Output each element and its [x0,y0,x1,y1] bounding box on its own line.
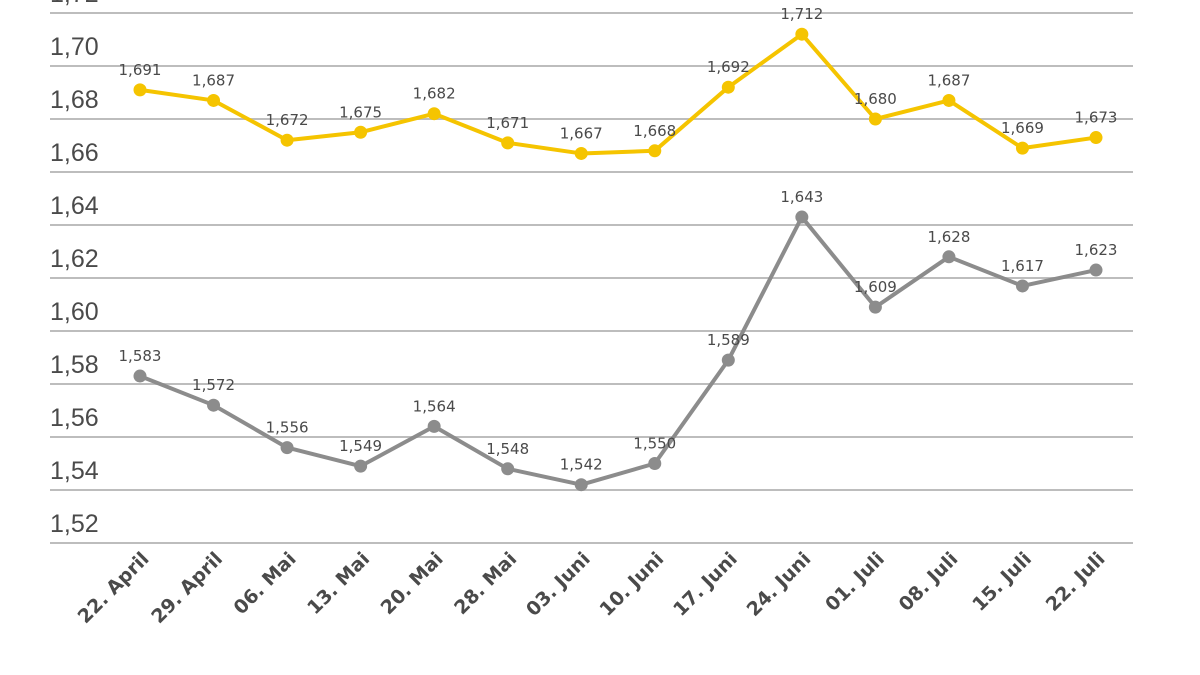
data-label: 1,687 [192,71,235,89]
data-label: 1,572 [192,376,235,394]
x-tick-label: 20. Mai [377,548,448,619]
data-label: 1,673 [1075,109,1118,127]
x-tick-label: 15. Juli [968,548,1036,616]
data-label: 1,692 [707,58,750,76]
y-tick-label: 1,54 [50,457,99,485]
data-point [354,125,368,139]
data-label: 1,542 [560,456,603,474]
data-point [648,457,662,470]
data-label: 1,556 [266,419,309,437]
series-line-0 [139,32,1097,156]
data-label: 1,671 [486,114,529,132]
x-tick-label: 29. April [147,548,227,628]
data-label: 1,589 [707,331,750,349]
data-label: 1,583 [119,347,162,365]
x-tick-label: 08. Juli [895,548,963,616]
data-point [280,133,294,147]
x-tick-label: 24. Juni [743,548,816,621]
data-label: 1,712 [780,5,823,23]
x-tick-label: 01. Juli [821,548,889,616]
data-point [427,419,441,433]
data-label: 1,617 [1001,257,1044,275]
data-label: 1,609 [854,278,897,296]
data-point [721,80,735,94]
data-point [1015,141,1029,155]
y-tick-label: 1,66 [50,139,99,167]
data-point [501,462,515,476]
data-label: 1,691 [119,61,162,79]
x-tick-label: 22. Juli [1042,548,1110,616]
data-point [1015,279,1029,293]
y-tick-label: 1,72 [50,0,99,8]
data-point [942,93,956,107]
y-tick-label: 1,52 [50,510,99,538]
data-point [207,398,221,412]
x-tick-label: 22. April [74,548,154,628]
y-tick-label: 1,62 [50,245,99,273]
data-label: 1,623 [1075,241,1118,259]
data-point [868,112,882,126]
y-tick-label: 1,56 [50,404,99,432]
data-label: 1,672 [266,111,309,129]
data-label: 1,682 [413,85,456,103]
data-label: 1,564 [413,397,456,415]
data-label: 1,667 [560,124,603,142]
data-point [795,27,809,41]
data-label: 1,549 [339,437,382,455]
data-label: 1,550 [633,435,676,453]
data-label: 1,548 [486,440,529,458]
data-point [501,136,515,150]
data-label: 1,669 [1001,119,1044,137]
x-tick-label: 06. Mai [230,548,301,619]
data-point [574,478,588,492]
data-label: 1,687 [927,71,970,89]
x-tick-label: 13. Mai [303,548,374,619]
data-label: 1,628 [927,228,970,246]
x-tick-label: 10. Juni [596,548,669,621]
data-point [721,353,735,367]
x-tick-label: 03. Juni [522,548,595,621]
data-point [574,146,588,160]
data-point [1089,131,1103,145]
y-tick-label: 1,58 [50,351,99,379]
data-point [354,459,368,473]
data-label: 1,668 [633,122,676,140]
data-point [648,144,662,158]
data-point [133,369,147,383]
y-tick-label: 1,70 [50,33,99,61]
series-line-1 [139,215,1097,487]
data-point [795,210,809,224]
y-tick-label: 1,64 [50,192,99,220]
data-point [942,250,956,264]
y-tick-label: 1,68 [50,86,99,114]
y-tick-label: 1,60 [50,298,99,326]
data-point [1089,263,1103,277]
data-point [868,300,882,314]
data-point [207,93,221,107]
x-tick-label: 17. Juni [669,548,742,621]
data-point [280,441,294,455]
data-point [427,107,441,121]
x-tick-label: 28. Mai [450,548,521,619]
data-label: 1,643 [780,188,823,206]
data-label: 1,680 [854,90,897,108]
data-point [133,83,147,97]
data-label: 1,675 [339,103,382,121]
